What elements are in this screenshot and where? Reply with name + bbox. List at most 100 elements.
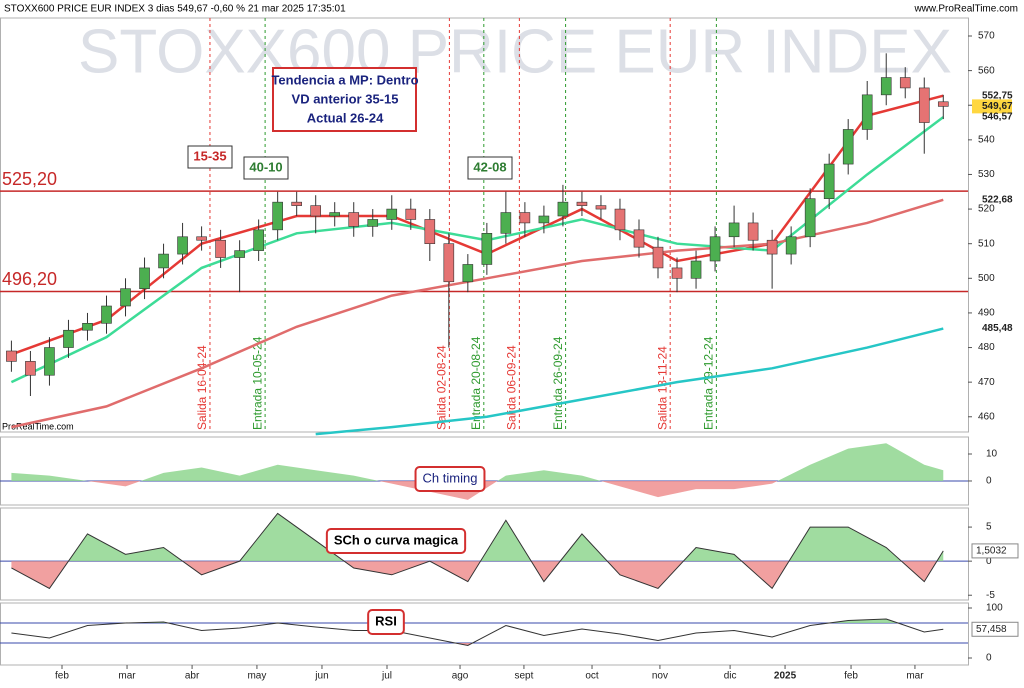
candle-body (728, 222, 740, 238)
last-value-box (971, 543, 1019, 559)
x-tick-label: mar (906, 671, 924, 682)
panel-name-box (367, 609, 405, 635)
panel-name-box (414, 466, 486, 492)
x-tick-label: nov (652, 671, 668, 682)
candle-body (538, 215, 550, 224)
candle-body (937, 101, 949, 107)
signal-label: Salida 06-09-24 (505, 345, 519, 430)
candle-body (6, 350, 17, 362)
y-tick-label: 0 (986, 476, 992, 487)
candle-body (348, 212, 360, 227)
panel-frame (0, 436, 969, 506)
x-tick-label: abr (185, 671, 200, 682)
last-value: 1,5032 (976, 546, 1007, 557)
candle-body (177, 236, 188, 255)
candle-body (557, 201, 569, 217)
signal-label: Entrada 29-12-24 (702, 336, 716, 430)
annotation-box (187, 145, 233, 169)
candle-body (253, 229, 264, 251)
moving-average (11, 198, 944, 429)
candle-body (443, 243, 455, 283)
candle-body (823, 163, 835, 199)
panel-name: SCh o curva magica (334, 532, 459, 547)
candle-body (215, 239, 226, 258)
y-tick-label: 5 (986, 522, 992, 533)
y-tick-label: 570 (978, 31, 995, 42)
candle-body (481, 233, 493, 265)
level-label: 525,20 (2, 169, 57, 189)
area-positive (11, 443, 944, 481)
annotation: 40-10 (249, 159, 282, 174)
candle-body (747, 222, 759, 241)
x-tick-label: dic (724, 671, 737, 682)
candle-body (500, 212, 512, 234)
info-box (272, 67, 417, 132)
panel-frame (0, 602, 969, 666)
x-tick-label: may (247, 671, 266, 682)
candle-body (405, 208, 417, 220)
y-tick-label: 0 (986, 556, 992, 567)
annotation-box (243, 156, 289, 180)
price-label-box (972, 99, 1012, 114)
y-tick-label: 480 (978, 342, 995, 353)
candle-body (785, 236, 797, 255)
candle-body (804, 198, 816, 238)
y-tick-label: 470 (978, 377, 995, 388)
panel-frame (0, 17, 969, 433)
price-label: 549,67 (982, 101, 1013, 112)
area-positive (68, 513, 944, 562)
x-tick-label: ago (452, 671, 469, 682)
x-tick-label: oct (585, 671, 599, 682)
candle-body (158, 253, 169, 269)
candle-body (576, 201, 588, 206)
credit: ProRealTime.com (2, 421, 74, 431)
candle-body (633, 229, 645, 248)
candle-body (614, 208, 626, 231)
signal-label: Entrada 26-09-24 (551, 336, 565, 430)
panel-name-box (325, 528, 467, 554)
level-label: 496,20 (2, 269, 57, 289)
oscillator-line (11, 512, 944, 590)
watermark: STOXX600 PRICE EUR INDEX (78, 17, 952, 86)
candle-body (120, 288, 131, 307)
signal-label: Salida 02-08-24 (435, 345, 449, 430)
x-tick-label: 2025 (774, 671, 797, 682)
annotation-box (467, 156, 513, 180)
candle-body (690, 260, 702, 279)
annotation: 42-08 (473, 159, 506, 174)
candle-body (519, 212, 531, 224)
candle-body (25, 361, 36, 376)
y-tick-label: 560 (978, 65, 995, 76)
x-tick-label: jul (381, 671, 392, 682)
oscillator-line (11, 618, 944, 647)
source: www.ProRealTime.com (913, 4, 1018, 15)
candle-body (462, 264, 474, 283)
y-tick-label: -5 (986, 590, 995, 601)
panel-frame (0, 507, 969, 601)
candle-body (709, 236, 721, 262)
x-tick-label: jun (314, 671, 328, 682)
candle-body (367, 219, 379, 227)
last-value-box (971, 621, 1019, 637)
candle-body (861, 94, 873, 130)
info-line: Actual 26-24 (307, 110, 384, 125)
candle-body (44, 347, 55, 376)
candle-body (671, 267, 683, 279)
candle-body (766, 239, 778, 255)
signal-label: Entrada 10-05-24 (250, 336, 264, 430)
signal-label: Entrada 20-08-24 (469, 336, 483, 430)
panel-name: RSI (375, 613, 397, 628)
candle-body (63, 329, 74, 348)
candle-body (310, 205, 321, 217)
candle-body (918, 87, 930, 123)
y-tick-label: 530 (978, 169, 995, 180)
y-tick-label: 510 (978, 238, 995, 249)
info-line: VD anterior 35-15 (292, 91, 399, 106)
candle-body (652, 246, 664, 269)
info-line: Tendencia a MP: Dentro (271, 72, 418, 87)
candle-body (82, 323, 93, 331)
x-tick-label: feb (844, 671, 858, 682)
area-positive (11, 619, 944, 623)
